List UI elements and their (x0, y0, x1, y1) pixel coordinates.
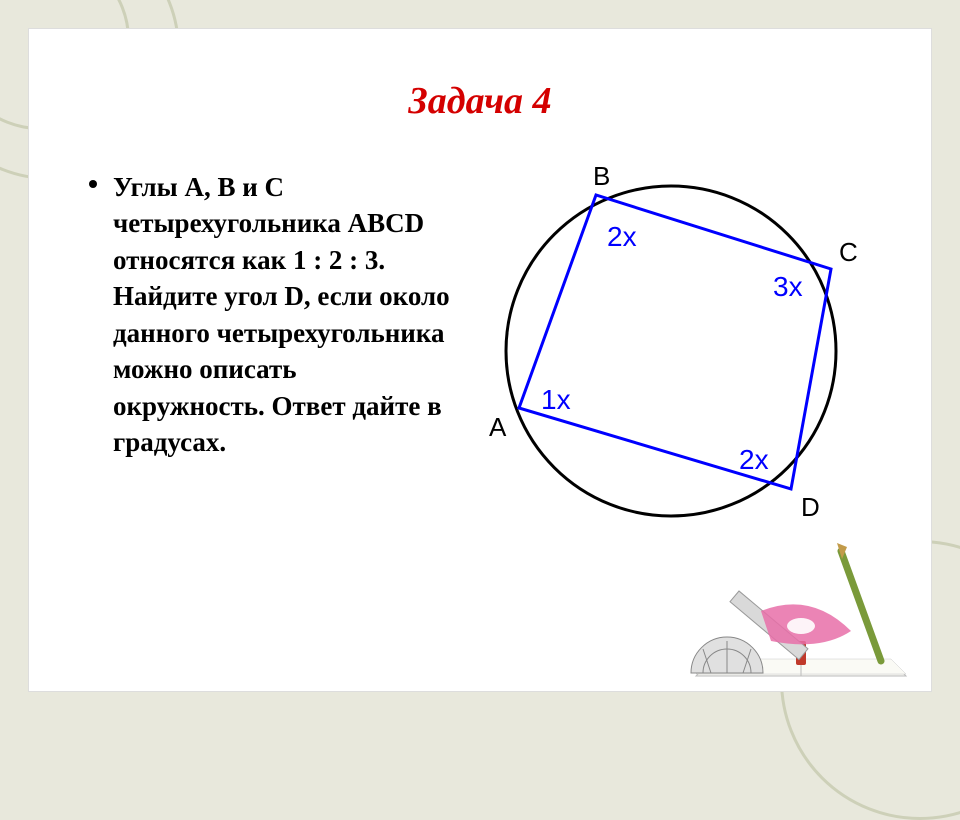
bullet-icon (89, 180, 97, 188)
figure-label-A: A (489, 412, 507, 442)
problem-text: Углы A, B и C четырехугольника ABCD отно… (113, 172, 450, 457)
geometry-figure: A B C D 1x 2x 3x 2x (481, 161, 871, 541)
figure-label-C: C (839, 237, 858, 267)
pencil-icon (837, 543, 881, 661)
slide-card: Задача 4 Углы A, B и C четырехугольника … (28, 28, 932, 692)
figure-label-D: D (801, 492, 820, 522)
figure-label-xC: 3x (773, 271, 803, 302)
figure-label-xD: 2x (739, 444, 769, 475)
ruler-icon (730, 591, 808, 660)
figure-label-xB: 2x (607, 221, 637, 252)
french-curve-icon (761, 604, 851, 644)
content-row: Углы A, B и C четырехугольника ABCD отно… (89, 169, 871, 541)
book-icon (696, 641, 906, 676)
protractor-icon (691, 637, 763, 673)
figure-column: ABCD1x2x3x2x (481, 169, 871, 541)
problem-text-block: Углы A, B и C четырехугольника ABCD отно… (89, 169, 451, 541)
figure-label-xA: 1x (541, 384, 571, 415)
stationery-props (651, 541, 911, 681)
figure-label-B: B (593, 161, 610, 191)
slide-title: Задача 4 (89, 79, 871, 123)
